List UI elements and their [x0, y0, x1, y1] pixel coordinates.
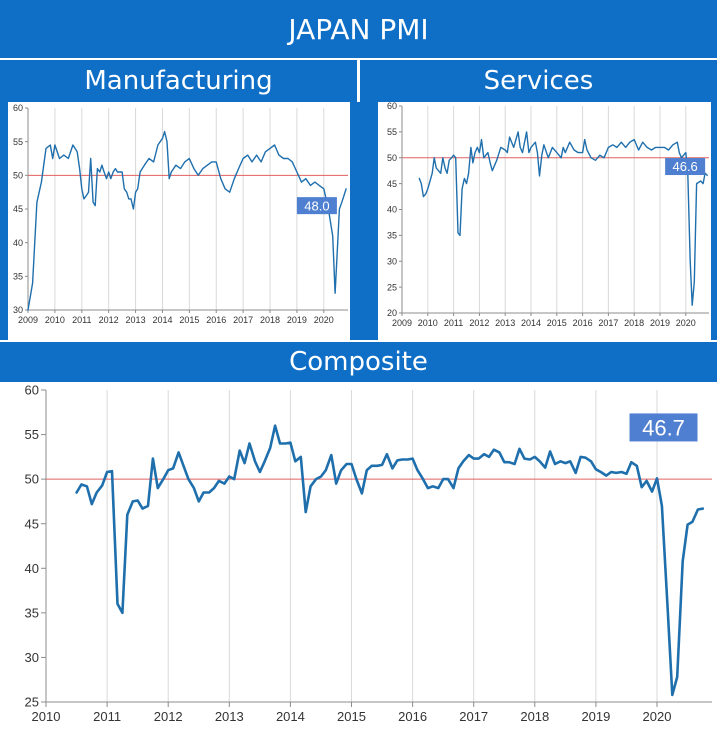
composite-x-tick-label: 2011 [93, 709, 121, 724]
manufacturing-x-tick-label: 2013 [126, 315, 146, 325]
manufacturing-y-tick-label: 55 [13, 137, 23, 147]
page-title: JAPAN PMI [0, 0, 717, 60]
composite-x-tick-label: 2017 [459, 709, 488, 724]
services-x-tick-label: 2016 [573, 318, 593, 328]
manufacturing-latest-value-label: 48.0 [304, 198, 329, 213]
manufacturing-latest-value-tag [296, 197, 337, 215]
manufacturing-x-tick-label: 2012 [99, 315, 119, 325]
composite-y-tick-label: 30 [25, 650, 39, 665]
frame-right [711, 102, 717, 340]
composite-x-tick-label: 2012 [154, 709, 183, 724]
composite-series-line [75, 424, 705, 697]
services-chart: 20 25 30 35 40 45 50 55 60 2009 2010 2011 2012 2013 20… [387, 102, 709, 328]
services-x-tick-label: 2011 [444, 318, 463, 328]
composite-x-tick-label: 2020 [643, 709, 672, 724]
manufacturing-x-tick-label: 2018 [260, 315, 280, 325]
manufacturing-series-line [27, 130, 347, 311]
manufacturing-y-tick-label: 60 [13, 103, 23, 113]
composite-x-tick-label: 2014 [276, 709, 305, 724]
services-x-tick-label: 2010 [418, 318, 438, 328]
composite-y-tick-label: 45 [25, 516, 39, 531]
services-x-tick-label: 2017 [598, 318, 618, 328]
composite-x-tick-label: 2015 [337, 709, 366, 724]
services-latest-value-tag [665, 158, 706, 176]
manufacturing-x-tick-label: 2009 [18, 315, 38, 325]
services-series-line [418, 131, 708, 306]
services-y-tick-label: 50 [387, 153, 397, 163]
composite-title: Composite [0, 340, 717, 382]
composite-y-tick-label: 50 [25, 472, 39, 487]
manufacturing-y-tick-label: 45 [13, 204, 23, 214]
services-x-tick-label: 2013 [495, 318, 515, 328]
composite-y-tick-label: 60 [25, 383, 39, 398]
composite-x-tick-label: 2013 [215, 709, 244, 724]
services-x-tick-label: 2020 [676, 318, 696, 328]
composite-x-tick-label: 2019 [581, 709, 610, 724]
services-y-tick-label: 40 [387, 205, 397, 215]
services-x-tick-label: 2014 [521, 318, 541, 328]
services-title: Services [360, 60, 717, 102]
services-x-tick-label: 2015 [547, 318, 567, 328]
manufacturing-x-tick-label: 2019 [287, 315, 307, 325]
composite-latest-value-label: 46.7 [642, 415, 685, 440]
services-latest-value-label: 46.6 [672, 159, 697, 174]
composite-latest-value-tag [629, 413, 698, 442]
manufacturing-y-tick-label: 50 [13, 170, 23, 180]
composite-y-tick-label: 55 [25, 427, 39, 442]
services-x-tick-label: 2012 [469, 318, 489, 328]
composite-y-tick-label: 25 [25, 695, 39, 710]
manufacturing-title: Manufacturing [0, 60, 357, 102]
manufacturing-x-tick-label: 2017 [233, 315, 253, 325]
services-x-tick-label: 2019 [650, 318, 670, 328]
manufacturing-y-tick-label: 30 [13, 305, 23, 315]
manufacturing-x-tick-label: 2010 [45, 315, 65, 325]
manufacturing-x-tick-label: 2016 [206, 315, 226, 325]
composite-x-tick-label: 2010 [32, 709, 61, 724]
composite-y-tick-label: 40 [25, 561, 39, 576]
manufacturing-y-tick-label: 35 [13, 271, 23, 281]
manufacturing-x-tick-label: 2011 [72, 315, 91, 325]
composite-y-tick-label: 35 [25, 605, 39, 620]
composite-chart: 25 30 35 40 45 50 55 60 2010 2011 2012 2013 2014 2015… [25, 383, 712, 724]
manufacturing-x-tick-label: 2015 [179, 315, 199, 325]
manufacturing-x-tick-label: 2014 [152, 315, 172, 325]
services-y-tick-label: 60 [387, 102, 397, 111]
services-y-tick-label: 45 [387, 179, 397, 189]
frame-left [0, 102, 8, 340]
composite-x-tick-label: 2016 [398, 709, 427, 724]
manufacturing-x-tick-label: 2020 [314, 315, 334, 325]
services-y-tick-label: 55 [387, 127, 397, 137]
manufacturing-chart: 30 35 40 45 50 55 60 2009 2010 2011 2012 2013 2014 20… [13, 103, 348, 325]
frame-middle [350, 102, 378, 340]
services-y-tick-label: 20 [387, 308, 397, 318]
services-y-tick-label: 30 [387, 256, 397, 266]
manufacturing-y-tick-label: 40 [13, 238, 23, 248]
services-x-tick-label: 2018 [624, 318, 644, 328]
services-x-tick-label: 2009 [392, 318, 412, 328]
services-y-tick-label: 25 [387, 282, 397, 292]
composite-x-tick-label: 2018 [520, 709, 549, 724]
services-y-tick-label: 35 [387, 231, 397, 241]
